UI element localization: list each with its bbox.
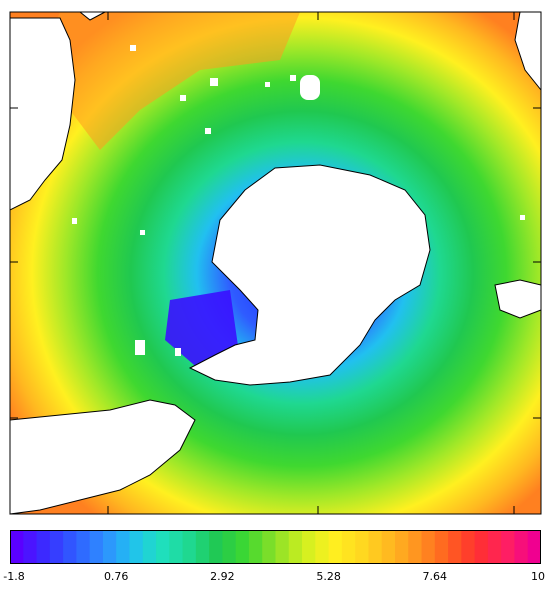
colorbar-swatch [129,530,144,564]
colorbar-swatch [487,530,502,564]
colorbar-swatch [76,530,91,564]
sea-surface-map [9,11,542,515]
colorbar-swatch [63,530,77,564]
colorbar-swatch [461,530,476,564]
colorbar-border [10,530,541,564]
colorbar-swatch [381,530,396,564]
colorbar-swatch [527,530,541,564]
south-america-landmass [9,17,76,211]
colorbar-swatch [288,530,303,564]
colorbar-swatch [169,530,184,564]
colorbar-swatch [434,530,449,564]
colorbar-tick-label: 0.76 [103,570,129,583]
warm-region [40,12,300,150]
colorbar-swatch [275,530,290,564]
colorbar-swatch [448,530,462,564]
colorbar-swatch [341,530,356,564]
colorbar-swatch [235,530,250,564]
colorbar-tick-label: 2.92 [210,570,235,583]
colorbar-swatch [501,530,515,564]
colorbar-tick-label: 10 [531,570,545,583]
colorbar-swatch [394,530,409,564]
antarctica-landmass [188,164,431,386]
colorbar-swatch [514,530,529,564]
map-panel [9,11,542,515]
colorbar-swatch [49,530,64,564]
map-border [9,11,542,515]
colorbar-swatch [209,530,223,564]
colorbar-swatch [368,530,383,564]
colorbar-swatch [355,530,369,564]
colorbar-swatch [36,530,51,564]
colorbar-swatch [248,530,263,564]
colorbar-swatch [116,530,130,564]
colorbar-swatch [328,530,343,564]
colorbar-swatch [408,530,423,564]
colorbar-tick-label: 7.64 [422,570,448,583]
colorbar-swatch [195,530,210,564]
colorbar-swatch [10,530,24,564]
colorbar-swatch [302,530,316,564]
colorbar-swatch [142,530,157,564]
colorbar-swatch [474,530,489,564]
colorbar-tick-label: -1.8 [3,570,25,583]
colorbar-swatch [23,530,38,564]
colorbar-swatch [182,530,197,564]
australia-landmass [9,399,196,515]
colorbar-swatch [222,530,237,564]
colorbar-swatch [315,530,330,564]
cold-pocket [165,290,240,370]
colorbar-tick-label: 5.28 [316,570,341,583]
colorbar-swatch [262,530,276,564]
colorbar-swatch [102,530,117,564]
colorbar-swatch [421,530,436,564]
colorbar-swatch [89,530,104,564]
colorbar-swatch [156,530,170,564]
frame-ticks [10,12,541,514]
colorbar [10,530,541,564]
